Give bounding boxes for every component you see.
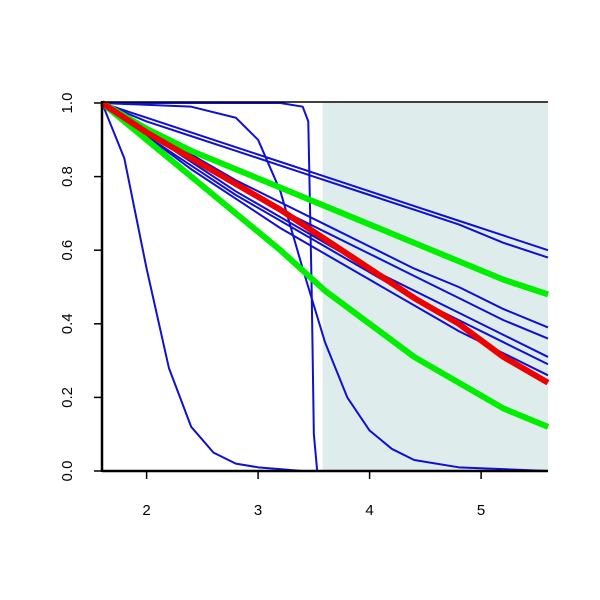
y-tick-label: 0.2 xyxy=(59,387,76,408)
x-tick-label: 4 xyxy=(365,502,373,519)
y-tick-label: 0.6 xyxy=(59,240,76,261)
curve xyxy=(101,102,549,259)
curve xyxy=(100,100,550,386)
x-tick-label: 2 xyxy=(142,502,150,519)
x-tick-label: 5 xyxy=(477,502,485,519)
y-tick-label: 1.0 xyxy=(59,93,76,114)
y-tick-label: 0.0 xyxy=(59,461,76,482)
x-tick-label: 3 xyxy=(254,502,262,519)
curve xyxy=(102,102,548,472)
curve xyxy=(101,102,548,472)
curve xyxy=(101,102,549,252)
curve xyxy=(101,102,549,472)
curve xyxy=(100,100,549,298)
y-tick-label: 0.4 xyxy=(59,313,76,334)
curve xyxy=(100,100,550,430)
y-tick-label: 0.8 xyxy=(59,166,76,187)
curve xyxy=(101,102,549,366)
